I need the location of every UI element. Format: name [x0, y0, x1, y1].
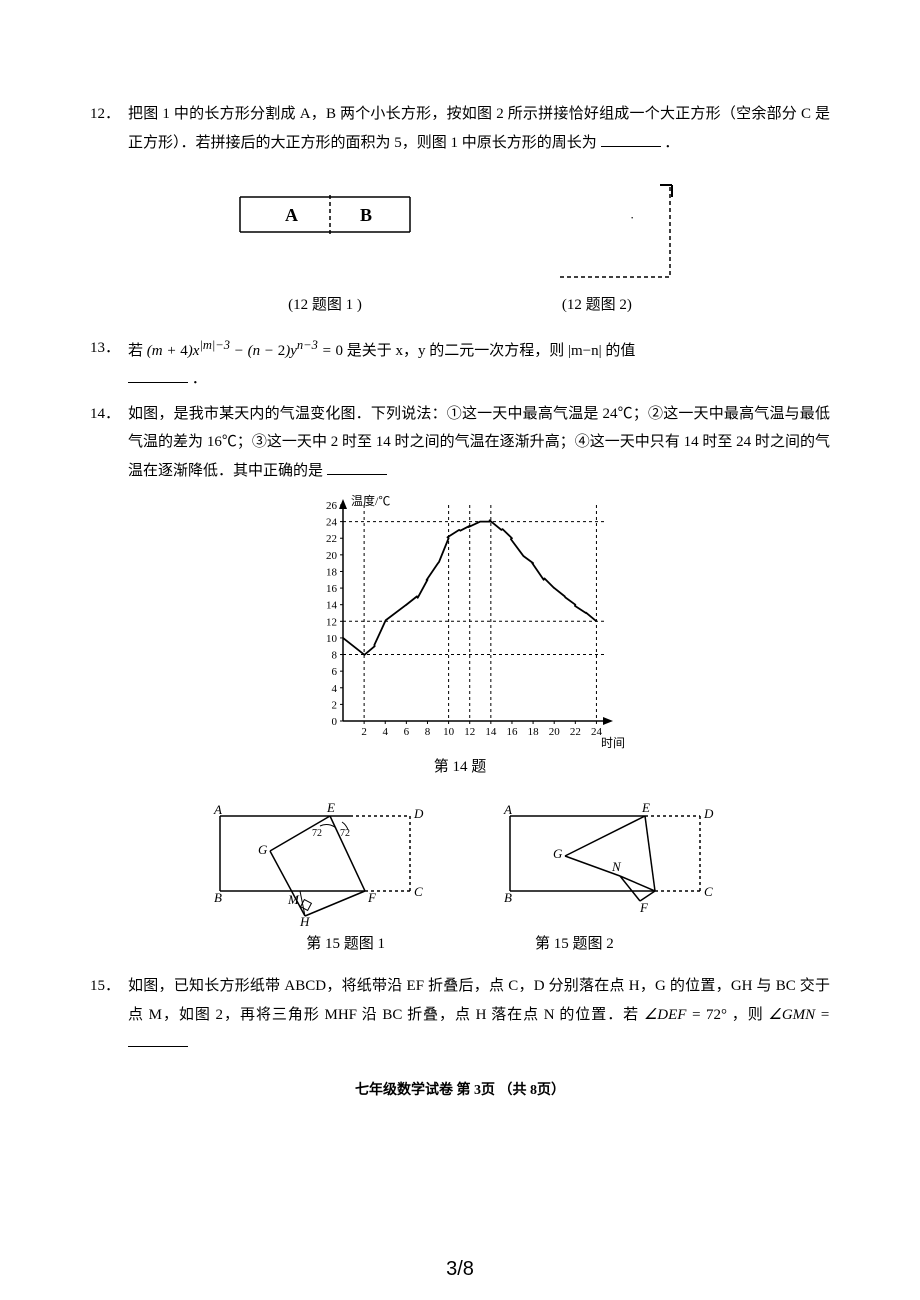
svg-text:20: 20 [326, 550, 338, 562]
q15-figures: A B C D E F G H M 72 72 A B [90, 796, 830, 926]
svg-text:时间/时: 时间/时 [601, 736, 625, 750]
svg-text:4: 4 [382, 726, 388, 738]
svg-text:18: 18 [326, 566, 338, 578]
svg-text:24: 24 [326, 517, 338, 529]
svg-text:温度/℃: 温度/℃ [351, 493, 390, 508]
svg-text:14: 14 [485, 726, 497, 738]
svg-text:D: D [413, 806, 424, 821]
svg-text:22: 22 [326, 533, 337, 545]
q15-text-b: ，则 [732, 1007, 769, 1023]
svg-text:·: · [630, 210, 634, 225]
q13-blank [128, 367, 188, 383]
q14-body: 如图，是我市某天内的气温变化图．下列说法：①这一天中最高气温是 24℃；②这一天… [128, 400, 830, 486]
q12-blank [601, 131, 661, 147]
svg-text:A: A [285, 205, 298, 225]
q15-figure-2: A B C D E F G N [490, 796, 720, 916]
svg-text:E: E [641, 800, 650, 815]
footer: 七年级数学试卷 第 3页 （共 8页） [90, 1078, 830, 1105]
q14-number: 14． [90, 400, 128, 486]
q15-number: 15． [90, 972, 128, 1058]
svg-text:B: B [214, 890, 222, 905]
q15-caption-2: 第 15 题图 2 [535, 930, 614, 959]
svg-text:B: B [504, 890, 512, 905]
svg-text:E: E [326, 800, 335, 815]
svg-text:10: 10 [443, 726, 455, 738]
svg-text:0: 0 [332, 716, 338, 728]
svg-text:N: N [611, 859, 622, 874]
q12-text: 把图 1 中的长方形分割成 A，B 两个小长方形，按如图 2 所示拼接恰好组成一… [128, 106, 830, 151]
q12-figures: A B · [90, 177, 830, 287]
svg-text:G: G [258, 842, 268, 857]
svg-text:72: 72 [312, 828, 322, 839]
svg-text:12: 12 [326, 616, 337, 628]
svg-text:22: 22 [570, 726, 581, 738]
svg-text:F: F [367, 890, 377, 905]
q14-chart-wrap: 0246810121416182022242624681012141618202… [90, 491, 830, 751]
q13-equation: (m + 4)x|m|−3 − (n − 2)yn−3 = 0 [147, 343, 343, 359]
svg-text:6: 6 [332, 666, 338, 678]
q15-eq1: ∠DEF = 72° [644, 1007, 727, 1023]
svg-text:10: 10 [326, 633, 338, 645]
svg-text:F: F [639, 900, 649, 915]
q12-text-b: ． [664, 135, 679, 151]
q12-caption-1: (12 题图 1 ) [288, 291, 362, 320]
q13-tail: ． [192, 371, 207, 387]
svg-text:D: D [703, 806, 714, 821]
svg-text:18: 18 [528, 726, 540, 738]
svg-text:C: C [704, 884, 713, 899]
svg-text:C: C [414, 884, 423, 899]
question-13: 13． 若 (m + 4)x|m|−3 − (n − 2)yn−3 = 0 是关… [90, 334, 830, 394]
svg-text:2: 2 [361, 726, 367, 738]
q14-chart: 0246810121416182022242624681012141618202… [295, 491, 625, 751]
svg-text:12: 12 [464, 726, 475, 738]
svg-text:M: M [287, 892, 300, 907]
q12-figure-1: A B [230, 177, 420, 247]
q12-captions: (12 题图 1 ) (12 题图 2) [90, 291, 830, 320]
question-14: 14． 如图，是我市某天内的气温变化图．下列说法：①这一天中最高气温是 24℃；… [90, 400, 830, 486]
q14-caption: 第 14 题 [90, 753, 830, 782]
q12-caption-2: (12 题图 2) [562, 291, 632, 320]
q15-captions: 第 15 题图 1 第 15 题图 2 [90, 930, 830, 959]
q12-number: 12． [90, 100, 128, 157]
q15-eq2: ∠GMN = [768, 1007, 830, 1023]
svg-text:6: 6 [404, 726, 410, 738]
svg-text:2: 2 [332, 699, 338, 711]
q13-number: 13． [90, 334, 128, 394]
q13-pre: 若 [128, 343, 147, 359]
q13-post: 是关于 x，y 的二元一次方程，则 |m−n| 的值 [347, 343, 636, 359]
q13-body: 若 (m + 4)x|m|−3 − (n − 2)yn−3 = 0 是关于 x，… [128, 334, 830, 394]
svg-text:16: 16 [326, 583, 338, 595]
svg-text:20: 20 [549, 726, 561, 738]
svg-text:H: H [299, 914, 310, 926]
svg-text:A: A [503, 802, 512, 817]
question-12: 12． 把图 1 中的长方形分割成 A，B 两个小长方形，按如图 2 所示拼接恰… [90, 100, 830, 157]
q12-body: 把图 1 中的长方形分割成 A，B 两个小长方形，按如图 2 所示拼接恰好组成一… [128, 100, 830, 157]
svg-text:8: 8 [425, 726, 431, 738]
q15-caption-1: 第 15 题图 1 [306, 930, 385, 959]
svg-text:26: 26 [326, 500, 338, 512]
q15-blank [128, 1031, 188, 1047]
svg-text:4: 4 [332, 683, 338, 695]
q15-figure-1: A B C D E F G H M 72 72 [200, 796, 430, 926]
q14-blank [327, 459, 387, 475]
question-15: 15． 如图，已知长方形纸带 ABCD，将纸带沿 EF 折叠后，点 C，D 分别… [90, 972, 830, 1058]
svg-text:B: B [360, 205, 372, 225]
svg-text:8: 8 [332, 650, 338, 662]
q15-body: 如图，已知长方形纸带 ABCD，将纸带沿 EF 折叠后，点 C，D 分别落在点 … [128, 972, 830, 1058]
q12-figure-2: · [540, 177, 690, 287]
svg-text:A: A [213, 802, 222, 817]
svg-text:16: 16 [506, 726, 518, 738]
svg-text:14: 14 [326, 600, 338, 612]
page: 12． 把图 1 中的长方形分割成 A，B 两个小长方形，按如图 2 所示拼接恰… [0, 0, 920, 1300]
page-counter: 3/8 [0, 1250, 920, 1288]
q14-text: 如图，是我市某天内的气温变化图．下列说法：①这一天中最高气温是 24℃；②这一天… [128, 406, 830, 479]
svg-text:72: 72 [340, 828, 350, 839]
svg-text:G: G [553, 846, 563, 861]
